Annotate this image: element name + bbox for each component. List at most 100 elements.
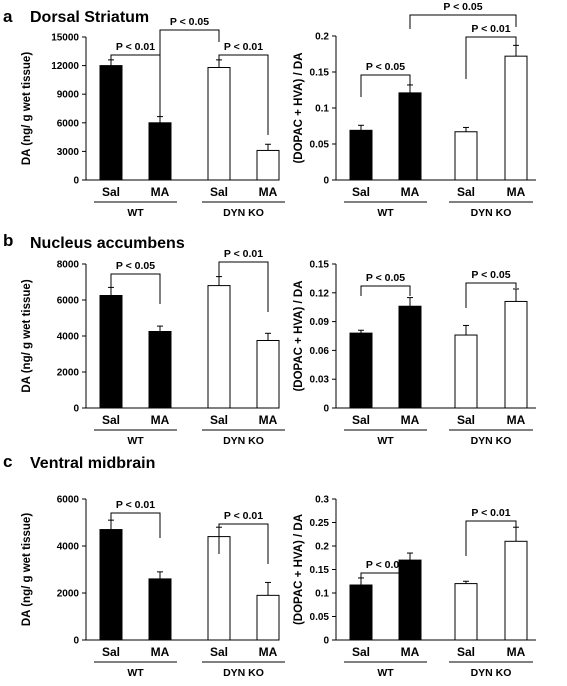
bar-ma-ko [256, 340, 280, 409]
charts: 0 3000 6000 9000 12000 15000 DA (ng/ g wet tis… [21, 1, 536, 679]
category-label: Sal [102, 185, 120, 199]
bar-sal-ko [454, 131, 478, 181]
bar-ma-ko [504, 55, 528, 181]
group-label: DYN KO [471, 207, 512, 219]
category-label: MA [259, 185, 278, 199]
y-axis-label: (DOPAC + HVA) / DA [293, 280, 305, 391]
significance-bracket [465, 282, 517, 308]
group-label: WT [127, 435, 144, 447]
y-tick-label: 0.15 [310, 565, 330, 576]
bar-ma-ko [256, 149, 280, 181]
significance-bracket [110, 273, 161, 304]
y-tick-label: 0 [73, 636, 79, 647]
y-tick-label: 0.25 [310, 518, 330, 529]
chart-c-ratio: 0 0.05 0.1 0.15 0.2 0.25 0.3 (DOPAC + HVA) / DA… [293, 495, 536, 679]
y-axis-label: DA (ng/ g wet tissue) [21, 52, 33, 165]
significance-bracket [360, 572, 411, 588]
chart-c-da: 0 2000 4000 6000 DA (ng/ g wet tissue) Sal MA S… [21, 495, 285, 679]
group-label: DYN KO [223, 207, 264, 219]
category-label: Sal [102, 645, 120, 659]
category-label: Sal [352, 413, 370, 427]
significance-bracket [110, 512, 161, 538]
y-axis-label: DA (ng/ g wet tissue) [21, 513, 33, 626]
group-label: WT [127, 667, 144, 679]
category-label: MA [151, 413, 170, 427]
significance-bracket [159, 29, 220, 145]
category-label: MA [401, 645, 420, 659]
group-label: WT [377, 207, 394, 219]
significance-label: P < 0.05 [116, 260, 155, 272]
y-tick-label: 0.2 [315, 542, 329, 553]
chart-b-da: 0 2000 4000 6000 8000 DA (ng/ g wet tissue) Sa… [21, 248, 285, 447]
bar-ma-wt [398, 559, 422, 641]
category-label: MA [151, 645, 170, 659]
significance-label: P < 0.05 [170, 16, 209, 28]
bar-ma-wt [148, 331, 172, 409]
category-label: Sal [102, 413, 120, 427]
chart-a-ratio: 0 0.05 0.1 0.15 0.2 (DOPAC + HVA) / DA Sal MA Sa… [293, 1, 536, 219]
significance-label: P < 0.01 [116, 499, 155, 511]
y-axis-label: (DOPAC + HVA) / DA [293, 52, 305, 163]
y-tick-label: 12000 [51, 61, 79, 72]
y-tick-label: 15000 [51, 33, 79, 44]
panel-letter-a: a [3, 7, 13, 26]
chart-a-da: 0 3000 6000 9000 12000 15000 DA (ng/ g wet tis… [21, 16, 285, 219]
significance-bracket [218, 523, 269, 564]
group-label: DYN KO [471, 667, 512, 679]
category-label: Sal [210, 185, 228, 199]
significance-label: P < 0.01 [471, 507, 510, 519]
group-label: WT [377, 435, 394, 447]
panel-title-nucleus-accumbens: Nucleus accumbens [30, 235, 185, 252]
significance-bracket [465, 36, 517, 79]
significance-bracket [465, 520, 517, 556]
significance-bracket [360, 285, 411, 296]
bar-ma-wt [398, 92, 422, 181]
y-tick-label: 6000 [57, 495, 80, 506]
panel-title-dorsal-striatum: Dorsal Striatum [30, 9, 149, 26]
group-label: WT [377, 667, 394, 679]
significance-label: P < 0.01 [116, 41, 155, 53]
group-label: WT [127, 207, 144, 219]
panel-title-ventral-midbrain: Ventral midbrain [30, 455, 155, 472]
category-label: MA [401, 185, 420, 199]
panel-b-header: b Nucleus accumbens [3, 231, 185, 252]
y-tick-label: 0 [323, 176, 329, 187]
y-tick-label: 0.05 [310, 140, 330, 151]
y-tick-label: 2000 [57, 368, 80, 379]
category-label: Sal [457, 645, 475, 659]
bar-ma-ko [256, 594, 280, 641]
y-axis-label: DA (ng/ g wet tissue) [21, 279, 33, 392]
y-tick-label: 6000 [57, 296, 80, 307]
significance-label: P < 0.01 [471, 23, 510, 35]
y-tick-label: 0.05 [310, 612, 330, 623]
category-label: MA [259, 413, 278, 427]
bar-ma-ko [504, 540, 528, 641]
y-tick-label: 0.2 [315, 32, 329, 43]
y-axis-label: (DOPAC + HVA) / DA [293, 514, 305, 625]
significance-label: P < 0.01 [224, 510, 263, 522]
bar-ma-ko [504, 300, 528, 409]
category-label: MA [507, 645, 526, 659]
category-label: MA [151, 185, 170, 199]
bar-sal-ko [207, 67, 231, 181]
significance-bracket [360, 74, 411, 97]
y-tick-label: 0.1 [315, 589, 329, 600]
bar-sal-wt [349, 129, 373, 181]
category-label: MA [507, 413, 526, 427]
bar-ma-wt [148, 578, 172, 641]
y-tick-label: 9000 [57, 90, 80, 101]
category-label: Sal [352, 645, 370, 659]
category-label: Sal [210, 645, 228, 659]
group-label: DYN KO [223, 667, 264, 679]
panel-a-header: a Dorsal Striatum [3, 7, 149, 26]
y-tick-label: 3000 [57, 147, 80, 158]
panel-letter-c: c [3, 452, 12, 471]
y-tick-label: 6000 [57, 118, 80, 129]
y-tick-label: 8000 [57, 260, 80, 271]
bar-ma-wt [398, 305, 422, 409]
bar-sal-ko [454, 334, 478, 409]
category-label: MA [401, 413, 420, 427]
category-label: Sal [457, 413, 475, 427]
category-label: MA [507, 185, 526, 199]
